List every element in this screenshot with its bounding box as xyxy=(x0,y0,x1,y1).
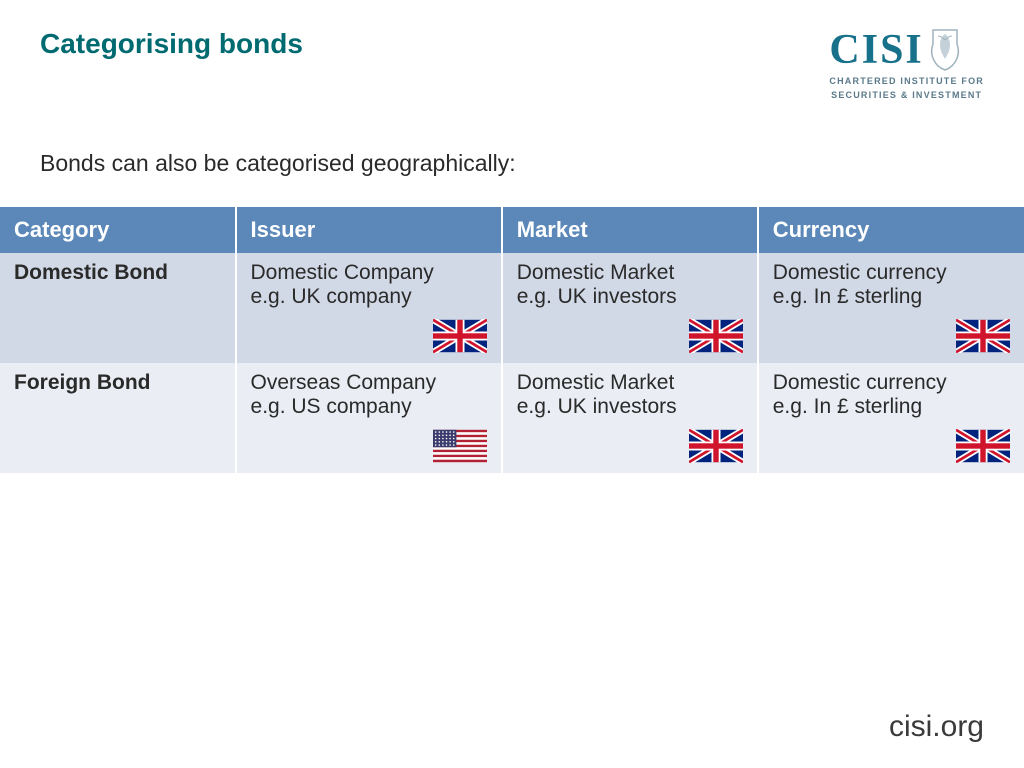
col-currency: Currency xyxy=(758,207,1024,253)
footer-url: cisi.org xyxy=(889,710,984,744)
cell-market: Domestic Market e.g. UK investors xyxy=(502,363,758,473)
logo-subline-1: CHARTERED INSTITUTE FOR xyxy=(829,76,984,86)
cell-issuer: Overseas Company e.g. US company xyxy=(236,363,502,473)
cell-line-1: Domestic currency xyxy=(773,371,1010,395)
col-issuer: Issuer xyxy=(236,207,502,253)
cell-market: Domestic Market e.g. UK investors xyxy=(502,253,758,363)
cell-category: Foreign Bond xyxy=(0,363,236,473)
cell-line-2: e.g. UK investors xyxy=(517,285,743,309)
cell-line-1: Domestic Company xyxy=(251,261,487,285)
col-category: Category xyxy=(0,207,236,253)
logo-main: CISI xyxy=(829,28,984,72)
cell-line-1: Domestic currency xyxy=(773,261,1010,285)
logo: CISI CHARTERED INSTITUTE FOR SECURITIES … xyxy=(829,28,984,100)
cell-currency: Domestic currency e.g. In £ sterling xyxy=(758,363,1024,473)
us-flag-icon xyxy=(433,429,487,463)
cell-line-1: Overseas Company xyxy=(251,371,487,395)
cell-line-2: e.g. In £ sterling xyxy=(773,285,1010,309)
uk-flag-icon xyxy=(689,319,743,353)
table-row: Domestic Bond Domestic Company e.g. UK c… xyxy=(0,253,1024,363)
uk-flag-icon xyxy=(433,319,487,353)
logo-crest-icon xyxy=(930,28,960,72)
cell-line-1: Domestic Market xyxy=(517,261,743,285)
logo-subline-2: SECURITIES & INVESTMENT xyxy=(829,90,984,100)
cell-line-2: e.g. US company xyxy=(251,395,487,419)
uk-flag-icon xyxy=(956,319,1010,353)
cell-issuer: Domestic Company e.g. UK company xyxy=(236,253,502,363)
uk-flag-icon xyxy=(956,429,1010,463)
table-header-row: Category Issuer Market Currency xyxy=(0,207,1024,253)
uk-flag-icon xyxy=(689,429,743,463)
cell-line-1: Domestic Market xyxy=(517,371,743,395)
cell-line-2: e.g. In £ sterling xyxy=(773,395,1010,419)
intro-text: Bonds can also be categorised geographic… xyxy=(0,100,1024,207)
cell-category: Domestic Bond xyxy=(0,253,236,363)
table-row: Foreign Bond Overseas Company e.g. US co… xyxy=(0,363,1024,473)
page-title: Categorising bonds xyxy=(40,28,303,60)
header: Categorising bonds CISI CHARTERED INSTIT… xyxy=(0,0,1024,100)
col-market: Market xyxy=(502,207,758,253)
cell-line-2: e.g. UK company xyxy=(251,285,487,309)
cell-line-2: e.g. UK investors xyxy=(517,395,743,419)
cell-currency: Domestic currency e.g. In £ sterling xyxy=(758,253,1024,363)
bonds-table: Category Issuer Market Currency Domestic… xyxy=(0,207,1024,473)
logo-text: CISI xyxy=(829,29,923,71)
